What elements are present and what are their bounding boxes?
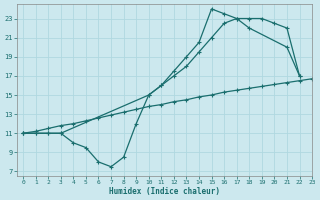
X-axis label: Humidex (Indice chaleur): Humidex (Indice chaleur)	[109, 187, 220, 196]
